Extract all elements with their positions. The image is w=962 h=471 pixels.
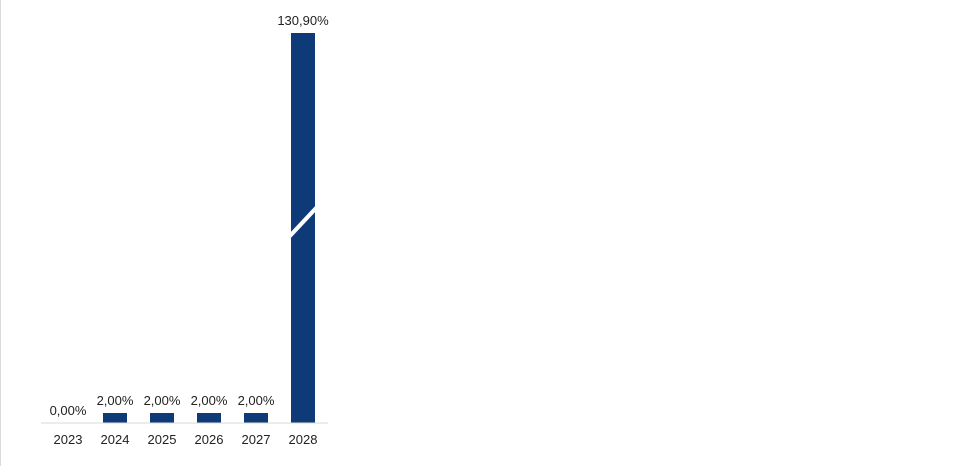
bar-2024 (103, 413, 127, 423)
bars-layer (103, 33, 315, 423)
x-tick-label-2023: 2023 (54, 432, 83, 447)
bar-2025 (150, 413, 174, 423)
x-tick-label-2028: 2028 (289, 432, 318, 447)
data-label-2023: 0,00% (50, 403, 87, 418)
bar-2026 (197, 413, 221, 423)
bar-2027 (244, 413, 268, 423)
axis-break-mark (288, 203, 318, 241)
data-label-2028: 130,90% (277, 13, 329, 28)
x-tick-label-2024: 2024 (101, 432, 130, 447)
axis-breaks-layer (288, 203, 318, 241)
data-label-2027: 2,00% (238, 393, 275, 408)
x-axis-tick-labels: 2023 2024 2025 2026 2027 2028 (54, 432, 318, 447)
x-tick-label-2025: 2025 (148, 432, 177, 447)
data-label-2025: 2,00% (144, 393, 181, 408)
x-tick-label-2027: 2027 (242, 432, 271, 447)
data-label-2024: 2,00% (97, 393, 134, 408)
data-label-2026: 2,00% (191, 393, 228, 408)
x-tick-label-2026: 2026 (195, 432, 224, 447)
data-labels-layer: 0,00% 2,00% 2,00% 2,00% 2,00% 130,90% (50, 13, 330, 418)
